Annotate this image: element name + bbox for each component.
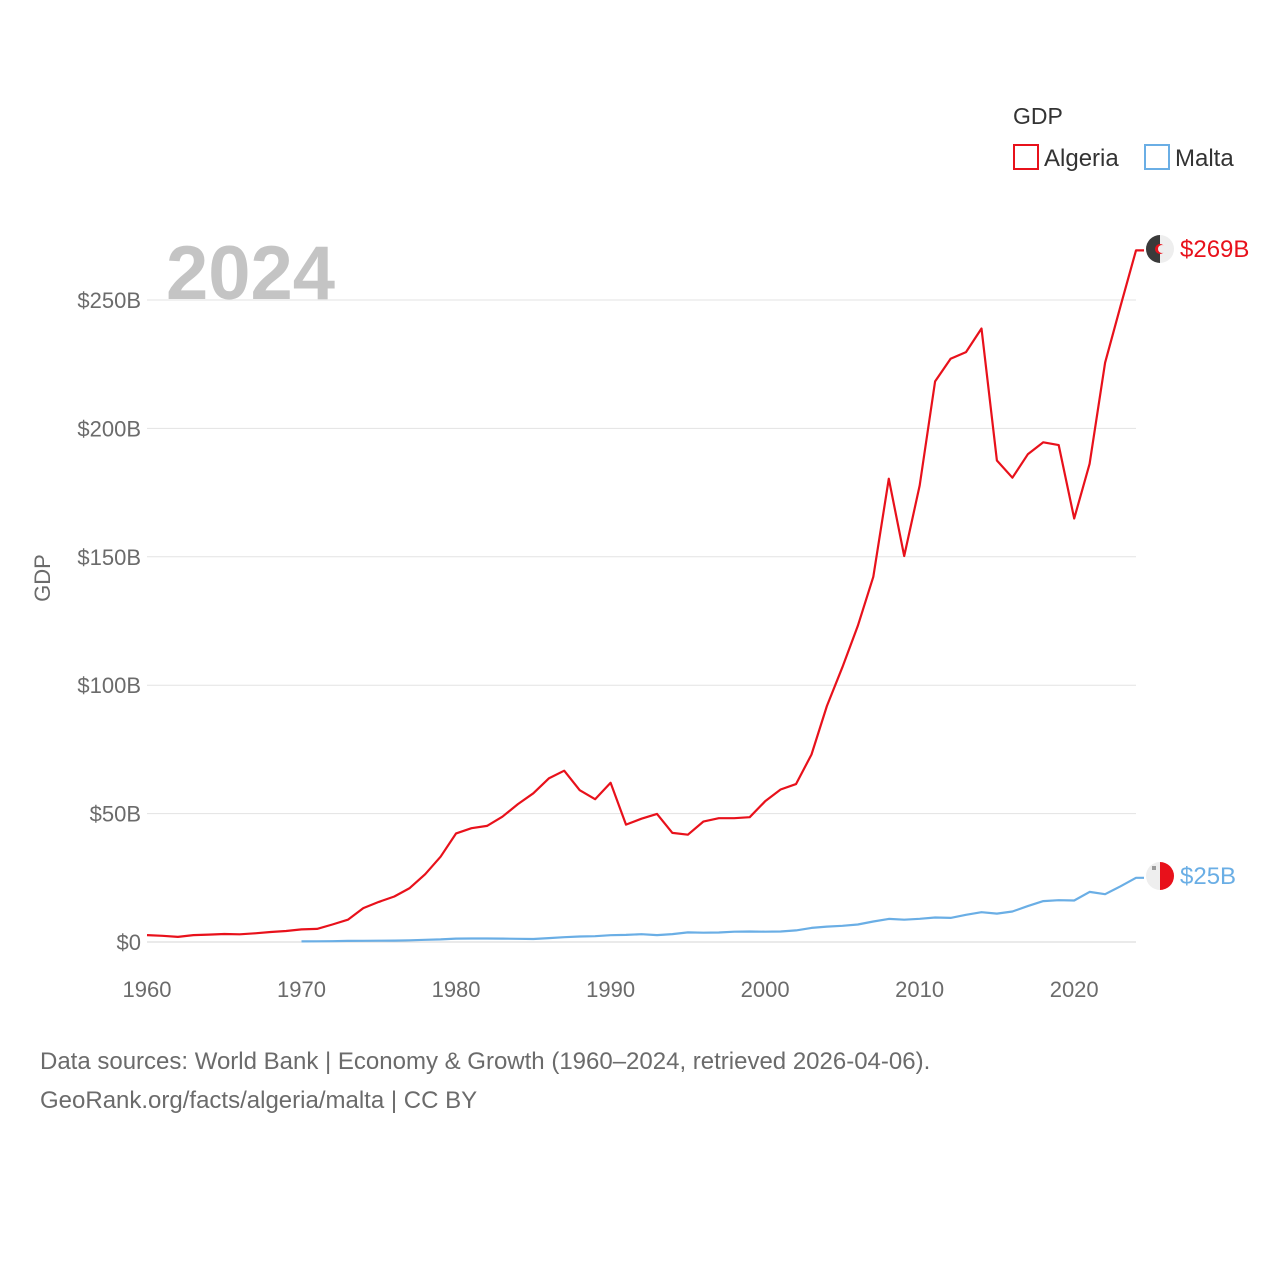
x-tick-label: 2000 [741,977,790,1002]
footer: Data sources: World Bank | Economy & Gro… [40,1042,930,1120]
y-tick-label: $150B [77,545,141,570]
y-axis-title: GDP [30,554,55,602]
algeria-flag-icon [1146,235,1174,263]
x-tick-label: 1990 [586,977,635,1002]
algeria-end-label: $269B [1180,236,1249,263]
legend-item-malta[interactable]: Malta [1144,144,1234,172]
data-source-note: Data sources: World Bank | Economy & Gro… [40,1048,931,1075]
x-tick-label: 1970 [277,977,326,1002]
legend: GDP Algeria Malta [1013,103,1234,172]
x-tick-label: 1980 [432,977,481,1002]
legend-item-algeria[interactable]: Algeria [1013,144,1119,172]
legend-swatch-malta [1144,144,1170,170]
y-tick-label: $0 [117,930,141,955]
series-lines [146,249,1145,943]
gridlines [147,299,1136,815]
legend-label-algeria: Algeria [1044,145,1119,172]
gdp-line-chart: 2024 $0 $50B $100B $150B $200B $250B 1960 1970… [30,103,1249,1002]
y-tick-label: $250B [77,288,141,313]
malta-end-label: $25B [1180,863,1236,890]
x-axis-ticks: 1960 1970 1980 1990 2000 2010 2020 [123,977,1099,1002]
year-label: 2024 [166,231,335,316]
legend-label-malta: Malta [1175,145,1234,172]
y-axis-ticks: $0 $50B $100B $150B $200B $250B [77,288,141,955]
y-tick-label: $50B [90,802,141,827]
legend-swatch-algeria [1013,144,1039,170]
x-tick-label: 1960 [123,977,172,1002]
series-line-malta[interactable] [301,876,1145,943]
y-tick-label: $200B [77,416,141,441]
x-tick-label: 2010 [895,977,944,1002]
malta-flag-icon [1146,862,1174,890]
series-line-algeria[interactable] [146,249,1144,939]
y-tick-label: $100B [77,673,141,698]
legend-title: GDP [1013,103,1063,129]
x-tick-label: 2020 [1050,977,1099,1002]
attribution-link[interactable]: GeoRank.org/facts/algeria/malta | CC BY [40,1087,478,1114]
